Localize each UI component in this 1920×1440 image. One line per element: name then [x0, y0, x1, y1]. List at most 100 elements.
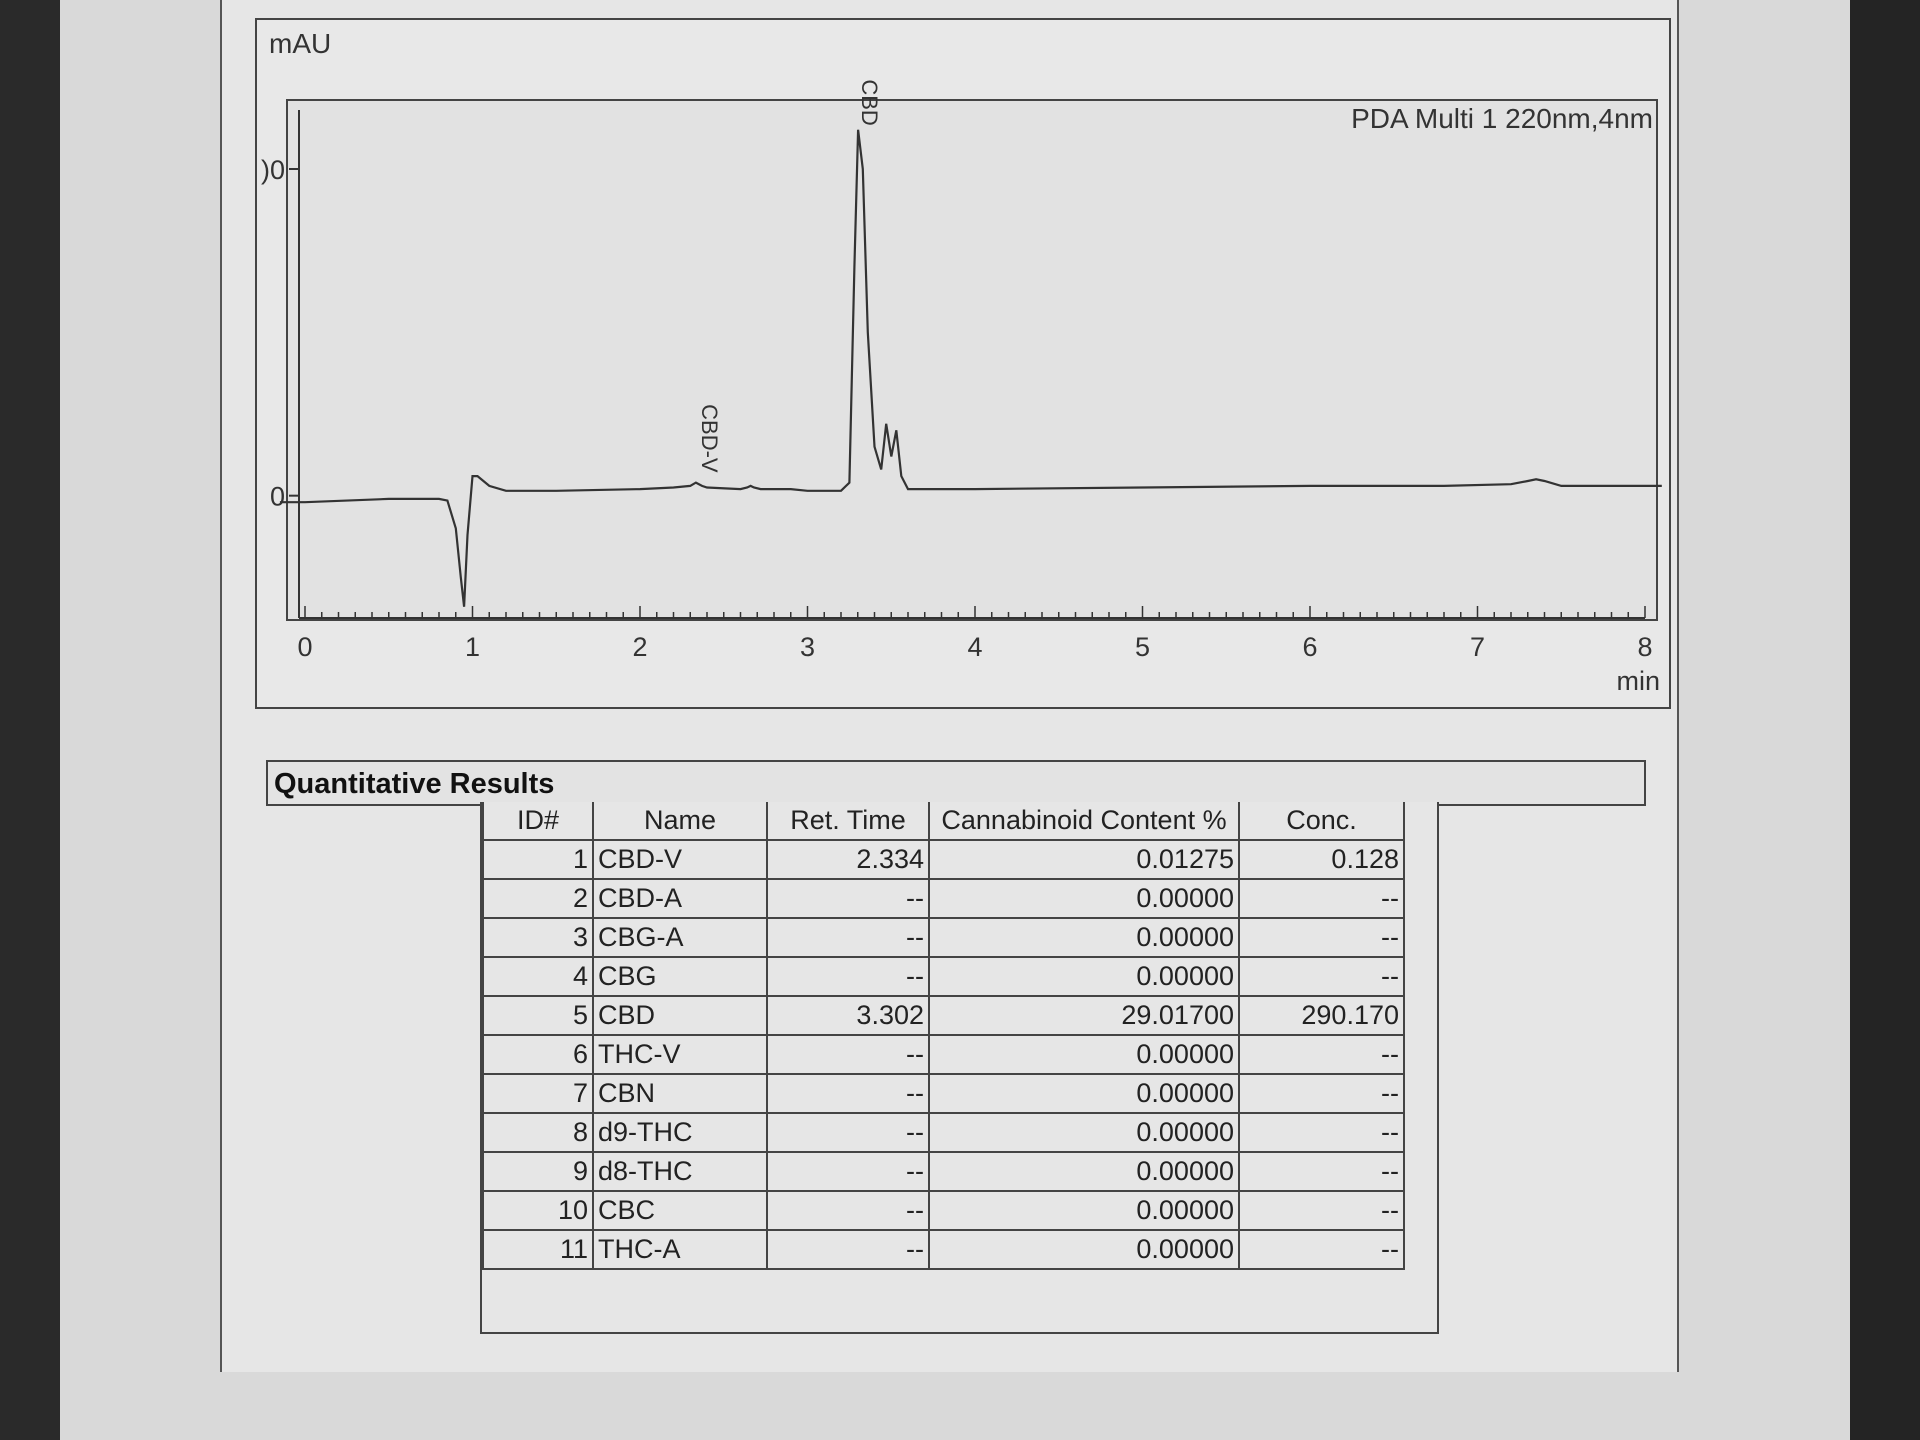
- cell-name: CBG-A: [592, 917, 768, 958]
- cell-name: d9-THC: [592, 1112, 768, 1153]
- cell-id: 7: [482, 1073, 594, 1114]
- cell-ret-time: --: [766, 1151, 930, 1192]
- cell-id: 11: [482, 1229, 594, 1270]
- x-tick-label: 5: [1135, 632, 1150, 662]
- header-id: ID#: [482, 802, 594, 841]
- results-section-header: Quantitative Results: [266, 760, 1646, 806]
- cell-content: 0.00000: [928, 1073, 1240, 1114]
- table-row: 7 CBN -- 0.00000 --: [482, 1073, 1405, 1114]
- y-tick-label: 0: [270, 482, 285, 512]
- legend-detector: PDA Multi 1 220nm,4nm: [1351, 103, 1653, 134]
- cell-content: 0.00000: [928, 1034, 1240, 1075]
- cell-ret-time: --: [766, 917, 930, 958]
- cell-conc: --: [1238, 878, 1405, 919]
- cell-content: 0.00000: [928, 917, 1240, 958]
- cell-name: CBD: [592, 995, 768, 1036]
- x-tick-label: 7: [1470, 632, 1485, 662]
- cell-name: THC-A: [592, 1229, 768, 1270]
- screen: mAU min PDA Multi 1 220nm,4nm 0 1 2 3 4 5 6 7 8)…: [60, 0, 1850, 1440]
- cell-id: 4: [482, 956, 594, 997]
- table-row: 5 CBD 3.302 29.01700 290.170: [482, 995, 1405, 1036]
- table-row: 10 CBC -- 0.00000 --: [482, 1190, 1405, 1231]
- cell-conc: --: [1238, 1151, 1405, 1192]
- cell-conc: --: [1238, 1073, 1405, 1114]
- peak-label-cbd-v: CBD-V: [697, 404, 722, 473]
- cell-name: CBD-V: [592, 839, 768, 880]
- cell-content: 0.01275: [928, 839, 1240, 880]
- cell-conc: --: [1238, 1229, 1405, 1270]
- cell-conc: 290.170: [1238, 995, 1405, 1036]
- results-title: Quantitative Results: [274, 768, 555, 800]
- cell-conc: --: [1238, 1034, 1405, 1075]
- cell-content: 0.00000: [928, 1112, 1240, 1153]
- peak-label-cbd: CBD: [857, 79, 882, 125]
- monitor-bezel-right: [1850, 0, 1920, 1440]
- table-row: 3 CBG-A -- 0.00000 --: [482, 917, 1405, 958]
- cell-ret-time: 2.334: [766, 839, 930, 880]
- results-table: ID# Name Ret. Time Cannabinoid Content %…: [482, 802, 1405, 1270]
- cell-name: d8-THC: [592, 1151, 768, 1192]
- cell-ret-time: --: [766, 956, 930, 997]
- cell-ret-time: --: [766, 1112, 930, 1153]
- header-name: Name: [592, 802, 768, 841]
- table-row: 9 d8-THC -- 0.00000 --: [482, 1151, 1405, 1192]
- x-tick-label: 8: [1637, 632, 1652, 662]
- table-row: 2 CBD-A -- 0.00000 --: [482, 878, 1405, 919]
- cell-id: 2: [482, 878, 594, 919]
- header-conc: Conc.: [1238, 802, 1405, 841]
- cell-ret-time: --: [766, 878, 930, 919]
- plot-box: [286, 99, 1658, 621]
- table-row: 6 THC-V -- 0.00000 --: [482, 1034, 1405, 1075]
- monitor-bezel-left: [0, 0, 60, 1440]
- report-page: mAU min PDA Multi 1 220nm,4nm 0 1 2 3 4 5 6 7 8)…: [220, 0, 1679, 1372]
- table-row: 8 d9-THC -- 0.00000 --: [482, 1112, 1405, 1153]
- x-tick-label: 4: [967, 632, 982, 662]
- cell-name: CBD-A: [592, 878, 768, 919]
- cell-id: 1: [482, 839, 594, 880]
- cell-ret-time: --: [766, 1034, 930, 1075]
- chromatogram-frame: mAU min PDA Multi 1 220nm,4nm 0 1 2 3 4 5 6 7 8)…: [255, 18, 1671, 709]
- cell-name: CBC: [592, 1190, 768, 1231]
- x-tick-label: 3: [800, 632, 815, 662]
- cell-content: 0.00000: [928, 1151, 1240, 1192]
- table-row: 11 THC-A -- 0.00000 --: [482, 1229, 1405, 1270]
- results-table-frame: ID# Name Ret. Time Cannabinoid Content %…: [480, 802, 1439, 1334]
- cell-content: 0.00000: [928, 1190, 1240, 1231]
- cell-name: CBN: [592, 1073, 768, 1114]
- y-tick-label: )0: [261, 155, 285, 185]
- cell-id: 6: [482, 1034, 594, 1075]
- x-tick-label: 0: [297, 632, 312, 662]
- cell-id: 5: [482, 995, 594, 1036]
- cell-conc: 0.128: [1238, 839, 1405, 880]
- header-ret-time: Ret. Time: [766, 802, 930, 841]
- cell-ret-time: --: [766, 1073, 930, 1114]
- x-tick-label: 1: [465, 632, 480, 662]
- cell-content: 0.00000: [928, 1229, 1240, 1270]
- cell-id: 10: [482, 1190, 594, 1231]
- cell-content: 0.00000: [928, 878, 1240, 919]
- cell-conc: --: [1238, 1112, 1405, 1153]
- cell-name: CBG: [592, 956, 768, 997]
- cell-name: THC-V: [592, 1034, 768, 1075]
- cell-ret-time: --: [766, 1190, 930, 1231]
- cell-id: 9: [482, 1151, 594, 1192]
- table-row: 4 CBG -- 0.00000 --: [482, 956, 1405, 997]
- x-tick-label: 2: [632, 632, 647, 662]
- y-axis-label: mAU: [269, 28, 331, 59]
- header-content: Cannabinoid Content %: [928, 802, 1240, 841]
- cell-content: 29.01700: [928, 995, 1240, 1036]
- cell-ret-time: 3.302: [766, 995, 930, 1036]
- cell-conc: --: [1238, 1190, 1405, 1231]
- cell-id: 8: [482, 1112, 594, 1153]
- cell-id: 3: [482, 917, 594, 958]
- chromatogram-trace: [279, 129, 1662, 607]
- cell-conc: --: [1238, 956, 1405, 997]
- chromatogram-chart: mAU min PDA Multi 1 220nm,4nm 0 1 2 3 4 5 6 7 8)…: [261, 28, 1662, 696]
- cell-ret-time: --: [766, 1229, 930, 1270]
- x-axis-label: min: [1616, 666, 1660, 696]
- x-tick-label: 6: [1302, 632, 1317, 662]
- table-header-row: ID# Name Ret. Time Cannabinoid Content %…: [482, 802, 1405, 841]
- cell-content: 0.00000: [928, 956, 1240, 997]
- table-row: 1 CBD-V 2.334 0.01275 0.128: [482, 839, 1405, 880]
- cell-conc: --: [1238, 917, 1405, 958]
